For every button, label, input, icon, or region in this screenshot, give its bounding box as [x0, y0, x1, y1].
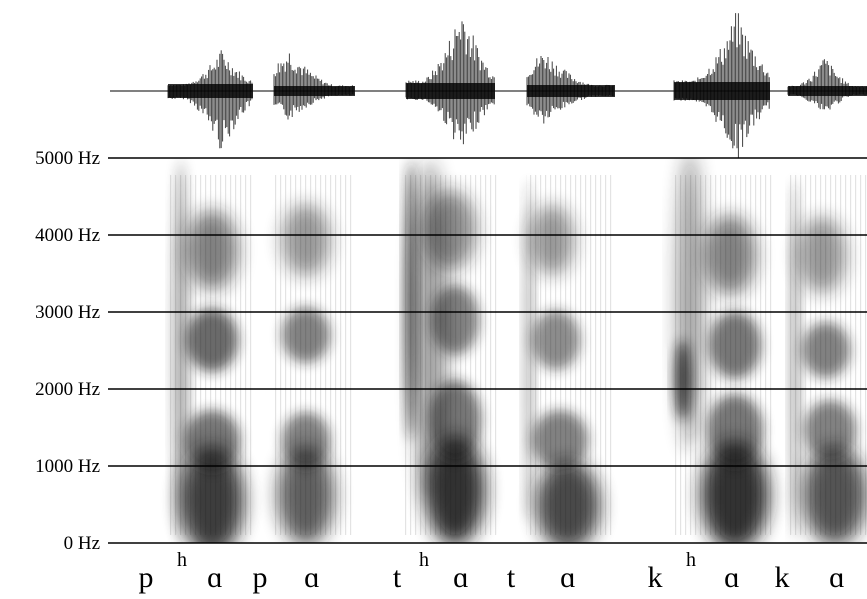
segment-label: ɑ	[560, 561, 576, 594]
segment-label: p	[139, 561, 154, 594]
y-tick-label-5000: 5000 Hz	[35, 148, 100, 169]
segment-label: k	[648, 561, 663, 594]
y-tick-label-1000: 1000 Hz	[35, 456, 100, 477]
glottal-striations	[272, 175, 355, 535]
waveform-bursts	[167, 13, 867, 158]
y-tick-label-4000: 4000 Hz	[35, 225, 100, 246]
segment-label: ɑ	[453, 561, 469, 594]
waveform	[110, 13, 867, 158]
segment-labels: p h ɑ p ɑ t h ɑ t ɑ k h ɑ k ɑ	[139, 549, 845, 594]
y-tick-label-0: 0 Hz	[64, 533, 100, 554]
frequency-axis: 5000 Hz 4000 Hz 3000 Hz 2000 Hz 1000 Hz …	[35, 148, 867, 554]
spectrogram-energy	[170, 158, 867, 543]
waveform-burst	[787, 59, 867, 110]
segment-label: k	[775, 561, 790, 594]
segment-label: ɑ	[829, 561, 845, 594]
glottal-striations	[526, 175, 615, 535]
aspiration-label: h	[686, 549, 696, 571]
waveform-burst	[405, 21, 495, 145]
waveform-burst	[273, 53, 355, 120]
aspiration-label: h	[419, 549, 429, 571]
y-tick-label-3000: 3000 Hz	[35, 302, 100, 323]
glottal-striations	[405, 175, 500, 535]
aspiration-label: h	[177, 549, 187, 571]
segment-label: ɑ	[207, 561, 223, 594]
waveform-burst	[167, 50, 253, 149]
waveform-burst	[526, 56, 615, 124]
spectrogram	[170, 158, 867, 543]
waveform-burst	[673, 13, 770, 158]
segment-label: t	[507, 561, 516, 594]
glottal-striations	[672, 175, 775, 535]
segment-label: t	[393, 561, 402, 594]
y-tick-label-2000: 2000 Hz	[35, 379, 100, 400]
waveform-core	[527, 85, 615, 97]
segment-label: ɑ	[304, 561, 320, 594]
segment-label: p	[253, 561, 268, 594]
glottal-striations	[788, 175, 867, 535]
segment-label: ɑ	[724, 561, 740, 594]
glottal-striations	[170, 175, 255, 535]
